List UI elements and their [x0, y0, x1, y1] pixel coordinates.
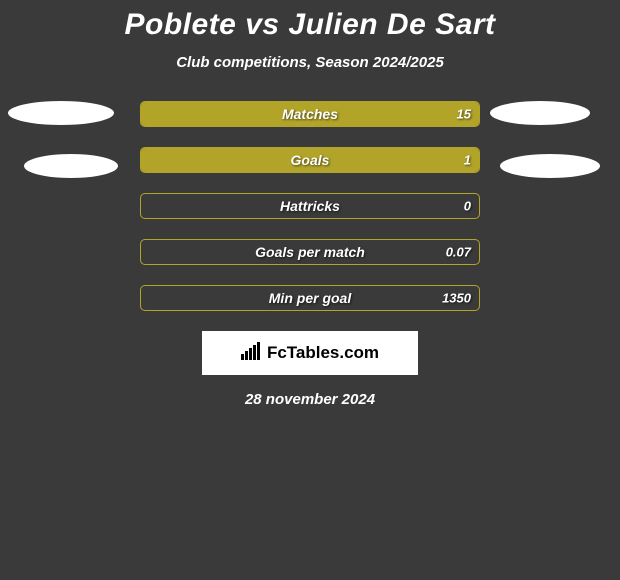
stat-label: Min per goal	[269, 290, 351, 306]
stat-label: Hattricks	[280, 198, 340, 214]
page-title: Poblete vs Julien De Sart	[0, 0, 620, 42]
stat-row: Goals 1	[140, 147, 480, 173]
stat-value-right: 0	[464, 199, 471, 214]
stat-label: Matches	[282, 106, 338, 122]
bars-chart-icon	[241, 342, 263, 365]
stat-row: Goals per match 0.07	[140, 239, 480, 265]
stat-label: Goals	[291, 152, 330, 168]
stat-row: Hattricks 0	[140, 193, 480, 219]
stat-row: Min per goal 1350	[140, 285, 480, 311]
stats-area: Matches 15 Goals 1 Hattricks 0 Goals per match…	[0, 101, 620, 311]
stat-row: Matches 15	[140, 101, 480, 127]
brand-text: FcTables.com	[267, 343, 379, 363]
subtitle: Club competitions, Season 2024/2025	[0, 54, 620, 71]
brand-box[interactable]: FcTables.com	[202, 331, 418, 375]
stat-value-right: 15	[457, 107, 471, 122]
brand-label: FcTables.com	[241, 342, 379, 365]
decorative-ellipse	[490, 101, 590, 125]
stat-value-right: 1350	[442, 291, 471, 306]
stat-label: Goals per match	[255, 244, 365, 260]
date-label: 28 november 2024	[0, 391, 620, 408]
decorative-ellipse	[500, 154, 600, 178]
stat-value-right: 0.07	[446, 245, 471, 260]
decorative-ellipse	[8, 101, 114, 125]
decorative-ellipse	[24, 154, 118, 178]
stat-value-right: 1	[464, 153, 471, 168]
